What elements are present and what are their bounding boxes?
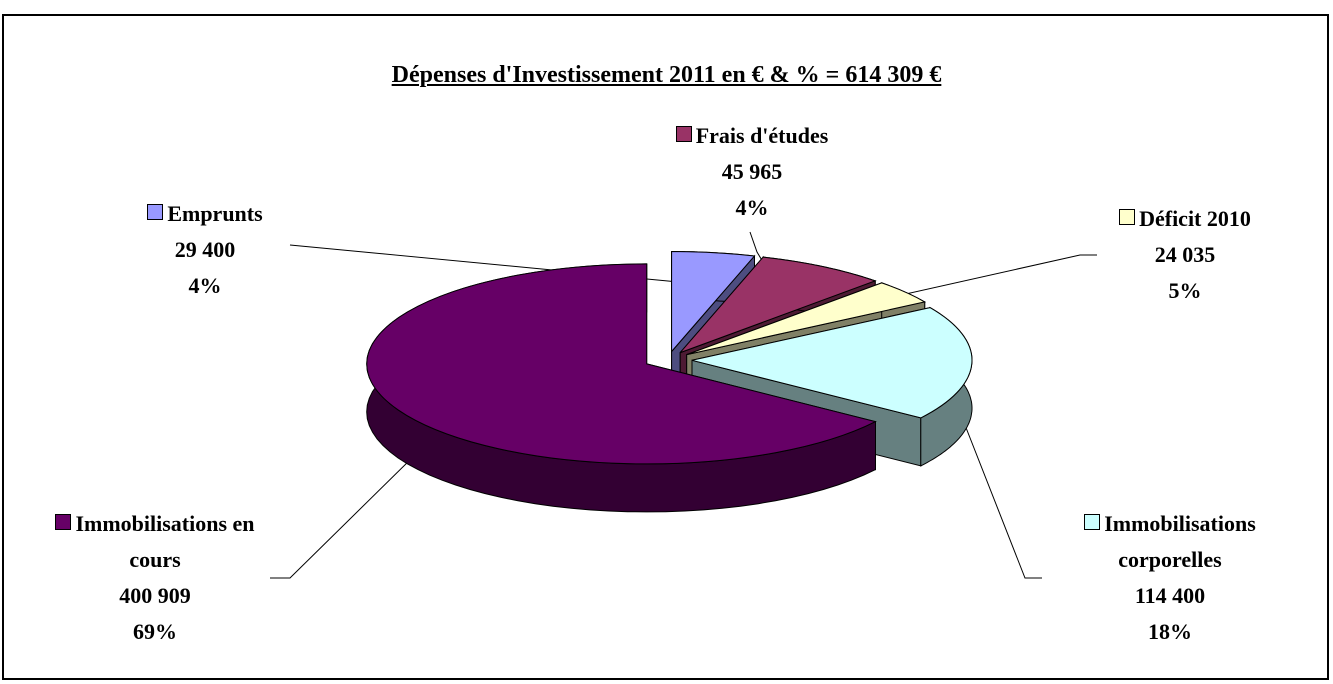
data-label: Immobilisations en cours 400 909 69% <box>35 506 275 650</box>
slice <box>686 282 927 356</box>
category-name: Immobilisations corporelles <box>1104 511 1256 572</box>
chart-title: Dépenses d'Investissement 2011 en € & % … <box>391 62 942 88</box>
slice <box>671 250 756 353</box>
data-label: Immobilisations corporelles 114 400 18% <box>1050 506 1290 650</box>
label-name: Immobilisations en cours <box>35 506 275 578</box>
percent-label: 4% <box>735 195 769 220</box>
value-label: 24 035 <box>1154 242 1216 267</box>
category-name: Emprunts <box>167 201 263 226</box>
percent-label: 18% <box>1148 619 1192 644</box>
slice <box>366 263 877 465</box>
legend-swatch <box>1119 209 1136 225</box>
slice <box>679 256 877 354</box>
value-label: 114 400 <box>1134 583 1206 608</box>
category-name: Frais d'études <box>695 123 829 148</box>
category-name: Déficit 2010 <box>1139 206 1251 231</box>
label-name: Frais d'études <box>637 118 867 154</box>
label-name: Emprunts <box>90 196 320 232</box>
legend-swatch <box>55 514 72 530</box>
label-name: Déficit 2010 <box>1070 201 1300 237</box>
slice <box>691 307 973 419</box>
leader-line <box>270 454 416 579</box>
legend-swatch <box>675 126 692 142</box>
data-label: Frais d'études 45 965 4% <box>637 118 867 226</box>
percent-label: 4% <box>188 273 222 298</box>
legend-swatch <box>1084 514 1101 530</box>
value-label: 400 909 <box>119 583 191 608</box>
leader-line <box>869 254 1097 303</box>
leader-line <box>962 419 1042 579</box>
value-label: 29 400 <box>174 237 236 262</box>
value-label: 45 965 <box>721 159 783 184</box>
data-label: Déficit 2010 24 035 5% <box>1070 201 1300 309</box>
legend-swatch <box>147 204 164 220</box>
data-label: Emprunts 29 400 4% <box>90 196 320 304</box>
category-name: Immobilisations en cours <box>75 511 255 572</box>
label-name: Immobilisations corporelles <box>1050 506 1290 578</box>
chart-frame <box>2 14 1329 680</box>
percent-label: 5% <box>1168 278 1202 303</box>
percent-label: 69% <box>133 619 177 644</box>
